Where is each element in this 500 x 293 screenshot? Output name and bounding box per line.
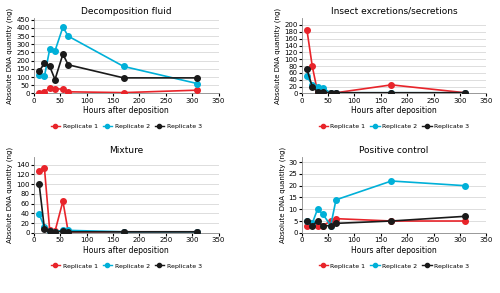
X-axis label: Hours after deposition: Hours after deposition [351,106,437,115]
Y-axis label: Absolute DNA quantity (ng): Absolute DNA quantity (ng) [274,8,281,104]
X-axis label: Hours after deposition: Hours after deposition [351,246,437,255]
Title: Mixture: Mixture [109,146,144,155]
Y-axis label: Absolute DNA quantity (ng): Absolute DNA quantity (ng) [7,8,14,104]
Legend: Replicate 1, Replicate 2, Replicate 3: Replicate 1, Replicate 2, Replicate 3 [48,121,204,132]
Y-axis label: Absolute DNA quantity (ng): Absolute DNA quantity (ng) [7,147,14,243]
Legend: Replicate 1, Replicate 2, Replicate 3: Replicate 1, Replicate 2, Replicate 3 [316,121,472,132]
Legend: Replicate 1, Replicate 2, Replicate 3: Replicate 1, Replicate 2, Replicate 3 [48,261,204,271]
Title: Insect excretions/secretions: Insect excretions/secretions [330,7,458,16]
Title: Decomposition fluid: Decomposition fluid [81,7,172,16]
X-axis label: Hours after deposition: Hours after deposition [84,246,169,255]
Title: Positive control: Positive control [360,146,428,155]
X-axis label: Hours after deposition: Hours after deposition [84,106,169,115]
Y-axis label: Absolute DNA quantity (ng): Absolute DNA quantity (ng) [279,147,285,243]
Legend: Replicate 1, Replicate 2, Replicate 3: Replicate 1, Replicate 2, Replicate 3 [316,261,472,271]
